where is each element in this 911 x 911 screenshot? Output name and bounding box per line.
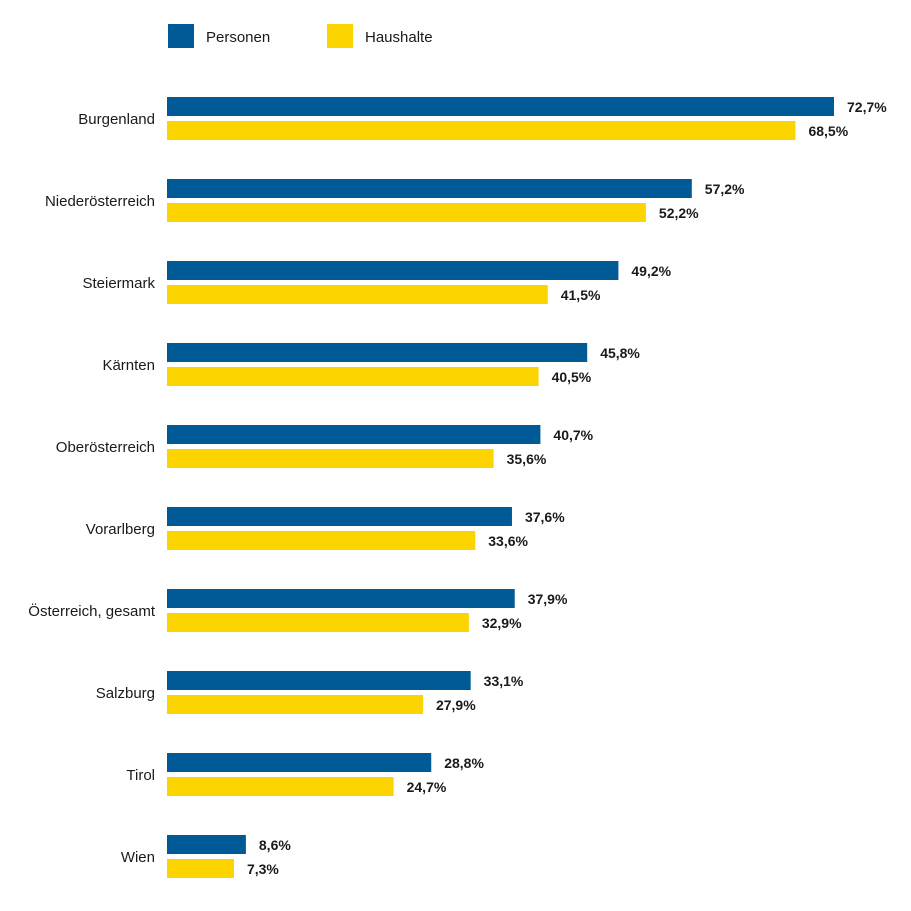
bar-personen <box>167 507 512 526</box>
bar-personen <box>167 97 834 116</box>
category-label: Wien <box>121 849 155 866</box>
data-label: 32,9% <box>482 615 522 631</box>
bar-haushalte <box>167 203 646 222</box>
category-label: Tirol <box>126 767 155 784</box>
data-label: 68,5% <box>808 123 848 139</box>
bar-haushalte <box>167 859 234 878</box>
legend-label-1: Haushalte <box>365 29 433 46</box>
data-label: 7,3% <box>247 861 279 877</box>
bar-personen <box>167 753 432 772</box>
category-label: Vorarlberg <box>86 521 155 538</box>
bar-personen <box>167 343 588 362</box>
data-label: 52,2% <box>659 205 699 221</box>
data-label: 8,6% <box>259 837 291 853</box>
bar-haushalte <box>167 121 796 140</box>
data-label: 72,7% <box>847 99 887 115</box>
category-label: Salzburg <box>96 685 155 702</box>
bar-haushalte <box>167 367 539 386</box>
bar-personen <box>167 835 246 854</box>
data-label: 37,9% <box>528 591 568 607</box>
bar-personen <box>167 671 471 690</box>
category-label: Oberösterreich <box>56 439 155 456</box>
data-label: 40,7% <box>553 427 593 443</box>
bar-personen <box>167 589 515 608</box>
data-label: 24,7% <box>407 779 447 795</box>
data-label: 33,6% <box>488 533 528 549</box>
data-label: 37,6% <box>525 509 565 525</box>
bar-haushalte <box>167 695 423 714</box>
data-label: 27,9% <box>436 697 476 713</box>
bar-personen <box>167 179 692 198</box>
legend-label-0: Personen <box>206 29 270 46</box>
data-label: 33,1% <box>484 673 524 689</box>
data-label: 49,2% <box>631 263 671 279</box>
category-label: Kärnten <box>102 357 155 374</box>
legend-swatch-1 <box>327 24 353 48</box>
category-label: Niederösterreich <box>45 193 155 210</box>
bar-haushalte <box>167 449 494 468</box>
bar-personen <box>167 425 541 444</box>
data-label: 35,6% <box>507 451 547 467</box>
category-label: Österreich, gesamt <box>28 602 156 620</box>
plot-area: Burgenland 72,7% 68,5% Niederösterreich 57,2… <box>28 97 887 878</box>
bar-haushalte <box>167 531 476 550</box>
bar-personen <box>167 261 619 280</box>
legend-swatch-0 <box>168 24 194 48</box>
bar-haushalte <box>167 285 548 304</box>
data-label: 45,8% <box>600 345 640 361</box>
category-label: Steiermark <box>82 275 155 292</box>
data-label: 28,8% <box>444 755 484 771</box>
legend: Personen Haushalte <box>168 24 433 48</box>
data-label: 40,5% <box>552 369 592 385</box>
data-label: 57,2% <box>705 181 745 197</box>
data-label: 41,5% <box>561 287 601 303</box>
bar-haushalte <box>167 777 394 796</box>
bar-haushalte <box>167 613 469 632</box>
category-label: Burgenland <box>78 111 155 128</box>
